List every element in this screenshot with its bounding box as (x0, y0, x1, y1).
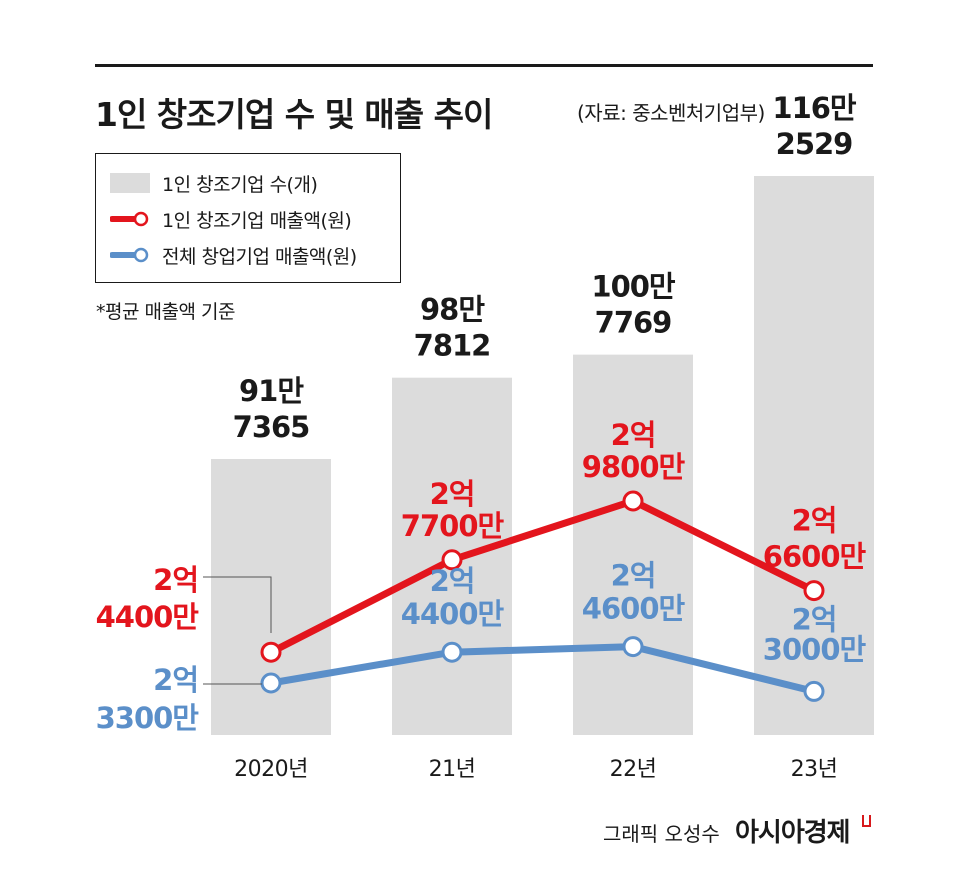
bar-label-line2-2: 7769 (595, 306, 672, 340)
bar-label-line2-1: 7812 (414, 329, 491, 363)
legend-label-red: 1인 창조기업 매출액(원) (162, 209, 352, 232)
series-0-label-line1-1: 2억 (430, 477, 475, 511)
chart-title: 1인 창조기업 수 및 매출 추이 (95, 95, 493, 134)
bar-label-line1-2: 100만 (591, 270, 676, 304)
legend-item-red: 1인 창조기업 매출액(원) (110, 204, 352, 234)
series-0-label-line2-1: 7700만 (401, 509, 505, 543)
series-1-label-line2-1: 4400만 (401, 597, 505, 631)
bar-label-line2-0: 7365 (233, 410, 310, 444)
series-1-point-2 (622, 636, 644, 658)
brand-logo: 아시아경제 (735, 818, 851, 848)
series-0-label-line2-0: 4400만 (96, 600, 200, 634)
series-line-1 (267, 643, 818, 695)
bar-label-line1-0: 91만 (239, 374, 304, 408)
series-0-label-line2-3: 6600만 (763, 540, 867, 574)
series-0-label-line2-2: 9800만 (582, 450, 686, 484)
series-0-point-2 (622, 490, 644, 512)
x-tick-label-3: 23년 (791, 757, 838, 782)
bar-label-line2-3: 2529 (776, 127, 853, 161)
series-1-point-1 (441, 641, 463, 663)
x-tick-label-2: 22년 (610, 757, 657, 782)
series-0-label-line1-3: 2억 (792, 504, 837, 538)
series-0-label-line1-2: 2억 (611, 418, 656, 452)
legend-label-bar: 1인 창조기업 수(개) (162, 173, 318, 196)
series-1-point-3 (803, 680, 825, 702)
blue-line-swatch-icon (110, 247, 149, 263)
legend-item-bar: 1인 창조기업 수(개) (110, 168, 318, 198)
series-line-0 (267, 497, 818, 656)
series-1-point-0 (260, 672, 282, 694)
bar-label-line1-3: 116만 (772, 91, 857, 125)
legend-label-blue: 전체 창업기업 매출액(원) (162, 245, 357, 268)
chart-legend: 1인 창조기업 수(개) 1인 창조기업 매출액(원) 전체 창업기업 매출액(… (95, 153, 401, 283)
x-tick-label-1: 21년 (429, 757, 476, 782)
series-0-point-1 (441, 549, 463, 571)
series-1-label-line1-1: 2억 (430, 564, 475, 598)
series-1-label-line2-2: 4600만 (582, 592, 686, 626)
series-1-label-line1-0: 2억 (153, 663, 198, 697)
bar-3 (754, 176, 874, 735)
series-1-label-line2-3: 3000만 (763, 632, 867, 666)
series-1-label-line1-2: 2억 (611, 559, 656, 593)
series-0-point-0 (260, 641, 282, 663)
bar-2 (573, 354, 693, 735)
series-1-label-line1-3: 2억 (792, 602, 837, 636)
source-note: (자료: 중소벤처기업부) (577, 101, 765, 125)
red-line-swatch-icon (110, 211, 149, 227)
top-rule (95, 64, 873, 67)
x-tick-label-0: 2020년 (234, 757, 308, 782)
series-0-point-3 (803, 580, 825, 602)
graphic-credit: 그래픽 오성수 (603, 822, 720, 846)
leader-line-red (203, 576, 272, 633)
brand-mark-icon (862, 815, 871, 827)
footnote: *평균 매출액 기준 (96, 301, 235, 323)
series-0-label-line1-0: 2억 (153, 563, 198, 597)
legend-item-blue: 전체 창업기업 매출액(원) (110, 240, 357, 270)
series-1-label-line2-0: 3300만 (96, 701, 200, 735)
bar-label-line1-1: 98만 (420, 293, 485, 327)
bar-swatch-icon (110, 173, 150, 193)
